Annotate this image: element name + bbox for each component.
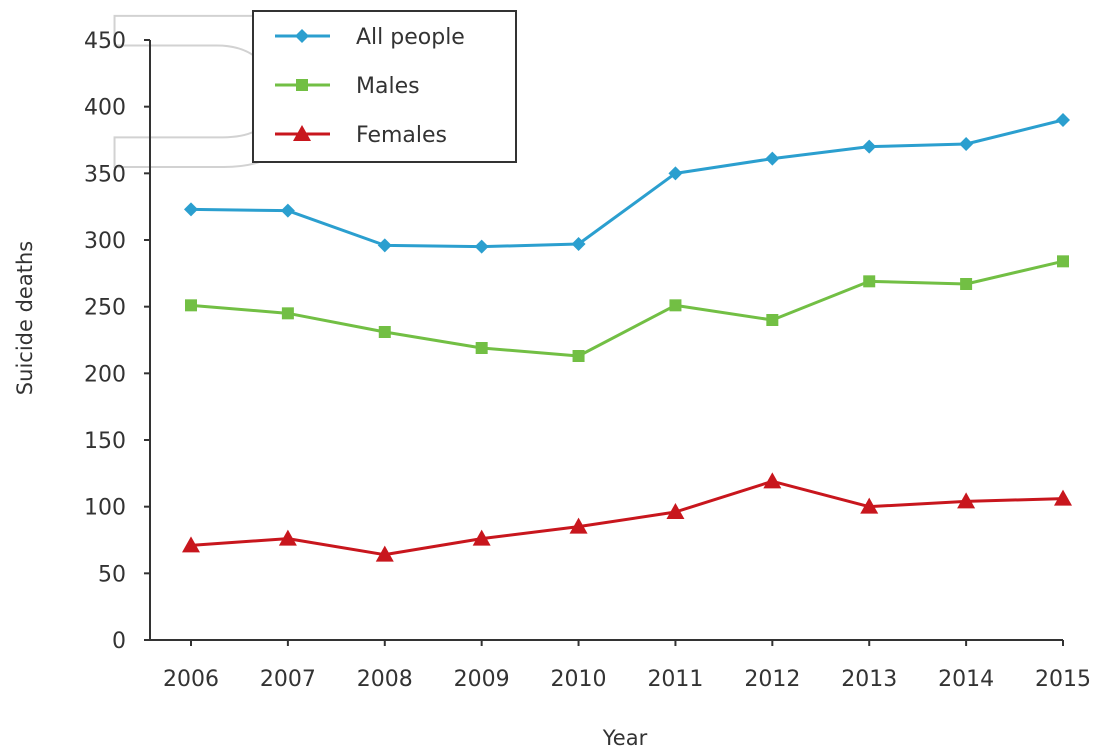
series-line-males <box>190 259 1064 358</box>
legend-label-females: Females <box>356 123 447 148</box>
axes: 0 50 100 150 200 250 300 350 400 450 2006 2007 2008 2… <box>84 29 1091 692</box>
data-point-males <box>1057 255 1069 268</box>
x-tick-label: 2013 <box>841 667 897 692</box>
y-tick-label: 400 <box>84 96 126 121</box>
y-tick-label: 450 <box>84 29 126 54</box>
x-tick-label: 2007 <box>260 667 316 692</box>
y-tick-label: 150 <box>84 429 126 454</box>
x-axis-title: Year <box>602 726 648 750</box>
data-point-all-people <box>571 237 586 251</box>
series-females <box>182 472 1072 562</box>
data-point-all-people <box>959 137 974 151</box>
y-tick-label: 250 <box>84 296 126 321</box>
data-point-females <box>763 472 782 489</box>
data-point-all-people <box>765 151 780 166</box>
legend-marker-all-people <box>295 29 309 43</box>
y-tick-label: 300 <box>84 229 126 254</box>
data-point-females <box>666 503 685 519</box>
y-tick-label: 350 <box>84 162 126 187</box>
data-point-males <box>766 314 779 326</box>
x-tick-label: 2010 <box>551 667 607 692</box>
y-tick-label: 100 <box>84 496 126 521</box>
data-point-males <box>960 278 973 290</box>
data-point-females <box>375 545 394 562</box>
data-point-males <box>863 275 876 288</box>
x-tick-label: 2006 <box>163 667 219 692</box>
x-tick-label: 2012 <box>744 667 800 692</box>
y-axis-title: Suicide deaths <box>13 241 37 395</box>
data-point-all-people <box>668 166 683 181</box>
data-point-females <box>860 497 879 514</box>
data-point-males <box>669 299 682 312</box>
x-tick-label: 2014 <box>938 667 994 692</box>
legend: All people Males Females <box>252 10 517 163</box>
data-point-females <box>569 517 588 534</box>
data-point-all-people <box>1056 113 1070 127</box>
x-tick-label: 2015 <box>1035 667 1091 692</box>
series-layer <box>182 113 1072 562</box>
y-tick-label: 0 <box>112 629 126 654</box>
data-point-males <box>378 326 391 338</box>
data-point-males <box>185 299 197 312</box>
series-all-people <box>184 113 1070 254</box>
x-tick-label: 2011 <box>647 667 703 692</box>
legend-label-all-people: All people <box>356 25 465 50</box>
legend-marker-females <box>293 125 311 141</box>
data-point-all-people <box>862 139 877 154</box>
data-point-females <box>182 536 200 553</box>
series-males <box>185 255 1069 362</box>
x-tick-label: 2008 <box>357 667 413 692</box>
series-line-females <box>190 479 1064 557</box>
data-point-females <box>472 529 491 546</box>
data-point-males <box>572 350 585 362</box>
data-point-females <box>1054 489 1072 506</box>
x-tick-label: 2009 <box>454 667 510 692</box>
data-point-all-people <box>280 203 295 218</box>
data-point-all-people <box>184 202 198 217</box>
data-point-all-people <box>474 239 489 254</box>
y-tick-label: 200 <box>84 362 126 387</box>
legend-marker-males <box>296 79 308 91</box>
data-point-males <box>281 307 294 320</box>
legend-label-males: Males <box>356 74 420 99</box>
y-tick-label: 50 <box>98 562 126 587</box>
data-point-females <box>278 529 297 546</box>
data-point-males <box>475 342 488 354</box>
series-line-all-people <box>190 118 1064 249</box>
data-point-females <box>957 492 976 509</box>
data-point-all-people <box>377 238 392 253</box>
